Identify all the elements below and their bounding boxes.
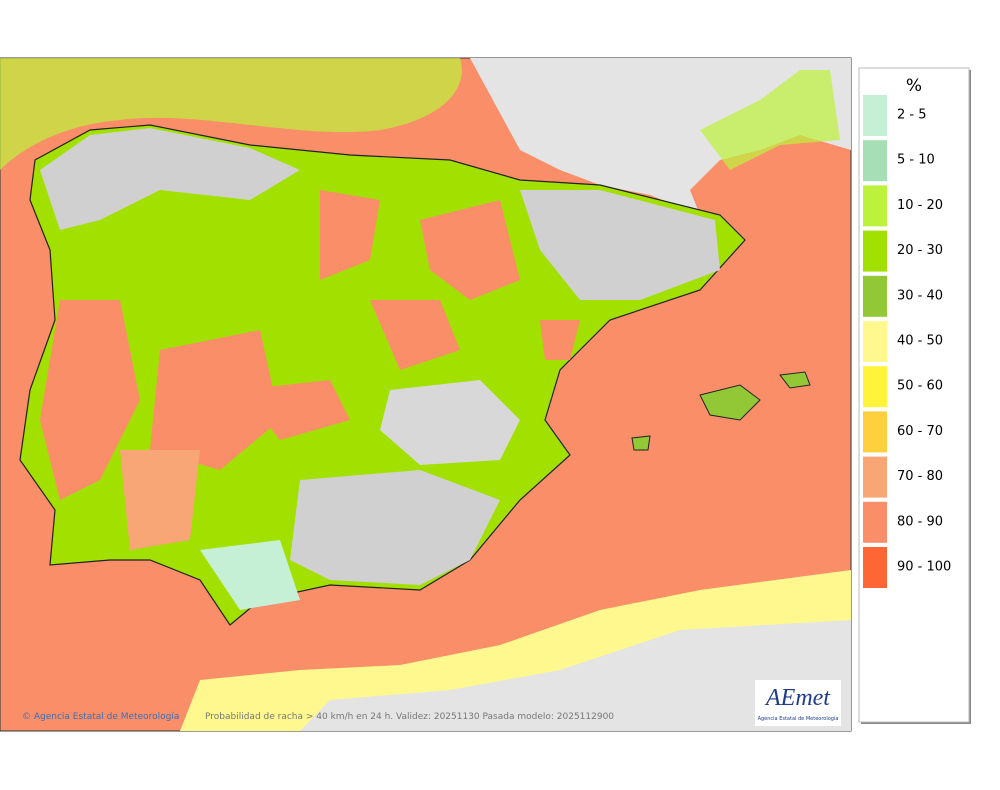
legend-label: 20 - 30 [897,243,943,258]
africa [300,620,851,731]
legend-label: 30 - 40 [897,288,943,303]
legend-swatch [863,411,887,453]
credit: © Agencia Estatal de Meteorología [22,712,179,722]
legend-label: 40 - 50 [897,334,943,349]
legend-swatch [863,501,887,543]
high-prob [240,380,350,440]
land-grey [380,380,520,465]
credit-text: Agencia Estatal de Meteorología [34,712,180,722]
logo-box [755,680,841,726]
legend-swatch [863,275,887,317]
coast-band [700,70,840,170]
legend-title: % [906,76,922,96]
logo-subtitle: Agencia Estatal de Meteorología [758,715,839,722]
legend-swatch [863,321,887,362]
land-grey [290,470,500,585]
legend-label: 5 - 10 [897,153,935,168]
island [699,384,761,421]
legend-swatch [863,366,887,408]
high-prob [150,330,280,470]
high-prob [320,190,380,280]
map: © Agencia Estatal de Meteorología Probab… [0,57,852,732]
legend-label: 80 - 90 [897,514,943,529]
legend-swatch [863,547,887,588]
high-prob [370,300,460,370]
legend-label: 70 - 80 [897,469,943,484]
legend: % 2 - 5 5 - 10 10 - 20 20 - 30 30 - 40 40 - 5… [858,67,971,724]
legend-label: 60 - 70 [897,424,943,439]
france [470,58,851,215]
island [631,435,651,451]
island [779,371,811,389]
land-grey [520,190,720,300]
legend-label: 50 - 60 [897,379,943,394]
legend-label: 90 - 100 [897,560,951,575]
legend-swatch [863,230,887,272]
high-prob [40,300,140,500]
mid-prob [120,450,200,550]
legend-swatch [863,456,887,498]
high-prob [420,200,520,300]
legend-label: 2 - 5 [897,108,927,123]
high-prob [540,320,580,360]
legend-swatch [863,185,887,227]
caption: Probabilidad de racha > 40 km/h en 24 h.… [205,712,614,722]
legend-label: 10 - 20 [897,198,943,213]
land-grey [40,128,300,230]
legend-swatch [863,140,887,182]
legend-swatch [863,95,887,136]
sea-band [0,58,462,170]
logo: AEmet [764,685,831,711]
low-prob [200,540,300,610]
